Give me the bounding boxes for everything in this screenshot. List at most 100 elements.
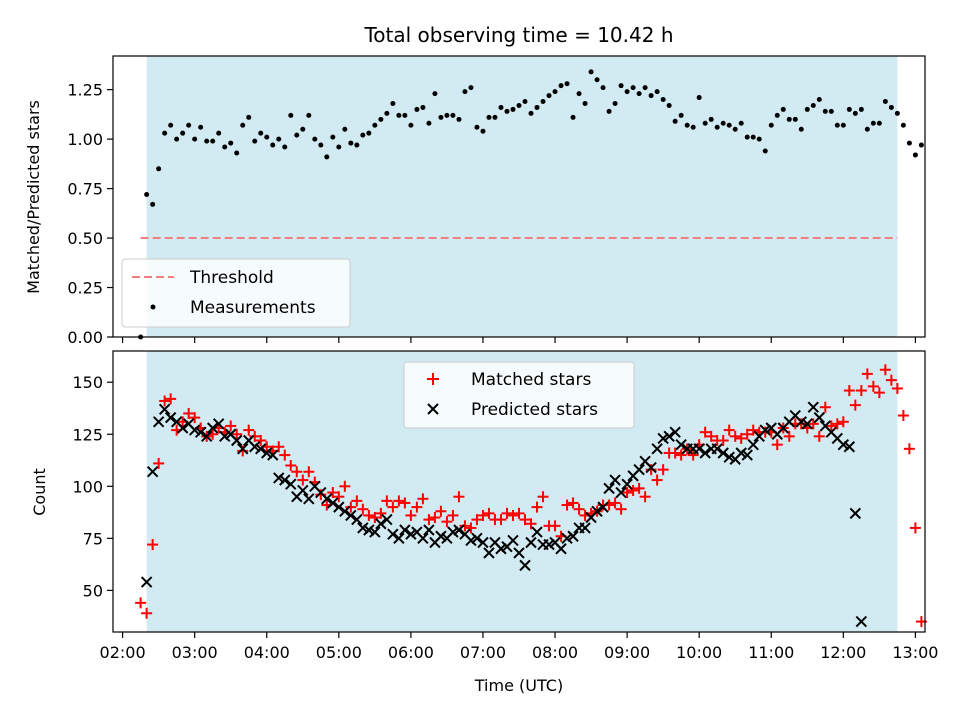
predicted-star-point: [393, 532, 405, 545]
matched-star-point: [423, 514, 435, 526]
measurement-point: [816, 97, 822, 103]
predicted-star-point: [273, 472, 285, 484]
measurement-point: [258, 130, 264, 136]
measurement-point: [378, 116, 384, 122]
measurement-point: [360, 132, 366, 138]
measurement-point: [390, 100, 396, 106]
predicted-star-point: [519, 559, 531, 572]
matched-star-point: [273, 441, 285, 453]
predicted-star-point: [849, 507, 862, 520]
matched-star-point: [231, 428, 243, 440]
matched-star-point: [885, 374, 897, 386]
y-tick-label: 150: [72, 373, 103, 392]
matched-star-point: [567, 497, 579, 509]
predicted-star-point: [447, 526, 459, 538]
predicted-star-point: [417, 532, 429, 545]
matched-star-point: [561, 499, 573, 511]
matched-star-point: [249, 430, 261, 442]
matched-star-point: [837, 416, 849, 428]
matched-star-point: [417, 493, 429, 505]
measurement-point: [762, 148, 768, 154]
measurement-point: [822, 108, 828, 114]
predicted-star-point: [351, 513, 363, 526]
matched-star-point: [369, 512, 381, 524]
measurement-point: [738, 120, 744, 126]
measurement-point: [864, 126, 870, 132]
top-legend: Threshold Measurements: [121, 258, 351, 328]
measurement-point: [720, 120, 726, 126]
measurement-point: [522, 99, 528, 105]
matched-star-point: [525, 518, 537, 530]
measurement-point: [606, 108, 612, 114]
measurement-point: [402, 112, 408, 118]
measurement-point: [744, 134, 750, 140]
predicted-star-point: [615, 486, 627, 499]
measurement-point: [684, 122, 690, 128]
matched-star-point: [327, 487, 339, 499]
matched-star-point: [519, 514, 531, 526]
measurement-point: [174, 136, 180, 142]
matched-star-point: [333, 491, 345, 503]
y-tick-label: 100: [72, 477, 103, 496]
measurement-point: [192, 136, 198, 142]
matched-star-point: [141, 607, 153, 619]
measurement-point: [558, 83, 564, 89]
x-tick-label: 04:00: [244, 643, 290, 662]
matched-star-point: [903, 443, 915, 455]
predicted-star-point: [188, 424, 201, 436]
measurement-point: [726, 122, 732, 128]
predicted-star-point: [525, 536, 537, 549]
predicted-star-point: [669, 426, 681, 438]
predicted-star-point: [693, 443, 705, 455]
measurement-point: [576, 91, 582, 97]
predicted-star-point: [363, 524, 375, 536]
predicted-star-point: [675, 438, 687, 451]
x-tick-label: 05:00: [316, 643, 362, 662]
predicted-star-point: [507, 534, 519, 547]
matched-star-point: [345, 501, 357, 513]
measurement-point: [396, 112, 402, 118]
matched-star-point: [159, 395, 171, 407]
predicted-star-point: [561, 532, 573, 545]
matched-star-point: [819, 401, 831, 413]
measurement-point: [846, 106, 852, 112]
predicted-star-point: [645, 461, 657, 474]
x-tick-label: 08:00: [532, 643, 578, 662]
predicted-star-point: [609, 474, 621, 486]
matched-star-point: [705, 430, 717, 442]
matched-star-point: [507, 509, 519, 521]
measurement-point: [336, 144, 342, 150]
measurement-point: [564, 81, 570, 87]
matched-star-point: [183, 407, 195, 419]
predicted-star-point: [465, 534, 477, 547]
measurement-point: [690, 124, 696, 130]
measurement-point: [804, 106, 810, 112]
predicted-star-point: [152, 416, 165, 428]
bottom-legend-box: [403, 361, 635, 429]
measurement-point: [234, 150, 240, 156]
legend-matched-label: Matched stars: [471, 370, 591, 390]
predicted-star-point: [375, 518, 387, 530]
predicted-star-point: [399, 524, 411, 536]
measurement-point: [264, 134, 270, 140]
matched-star-point: [639, 491, 651, 503]
measurement-point: [672, 118, 678, 124]
matched-star-point: [363, 509, 375, 521]
measurement-point: [912, 152, 918, 158]
measurement-point: [462, 89, 468, 95]
top-y-ticks: 0.00 0.25 0.50 0.75 1.00 1.25: [67, 81, 113, 347]
predicted-star-point: [603, 482, 615, 495]
predicted-star-point: [735, 447, 747, 459]
measurement-point: [534, 104, 540, 110]
predicted-star-point: [200, 430, 213, 443]
measurement-point: [540, 99, 546, 105]
predicted-star-point: [279, 474, 291, 486]
x-tick-label: 13:00: [892, 643, 938, 662]
matched-star-point: [537, 491, 549, 503]
measurement-point: [306, 112, 312, 118]
matched-star-point: [717, 435, 729, 447]
matched-star-point: [843, 385, 855, 397]
measurement-point: [636, 91, 642, 97]
matched-star-point: [255, 435, 267, 447]
matched-star-point: [807, 418, 819, 430]
